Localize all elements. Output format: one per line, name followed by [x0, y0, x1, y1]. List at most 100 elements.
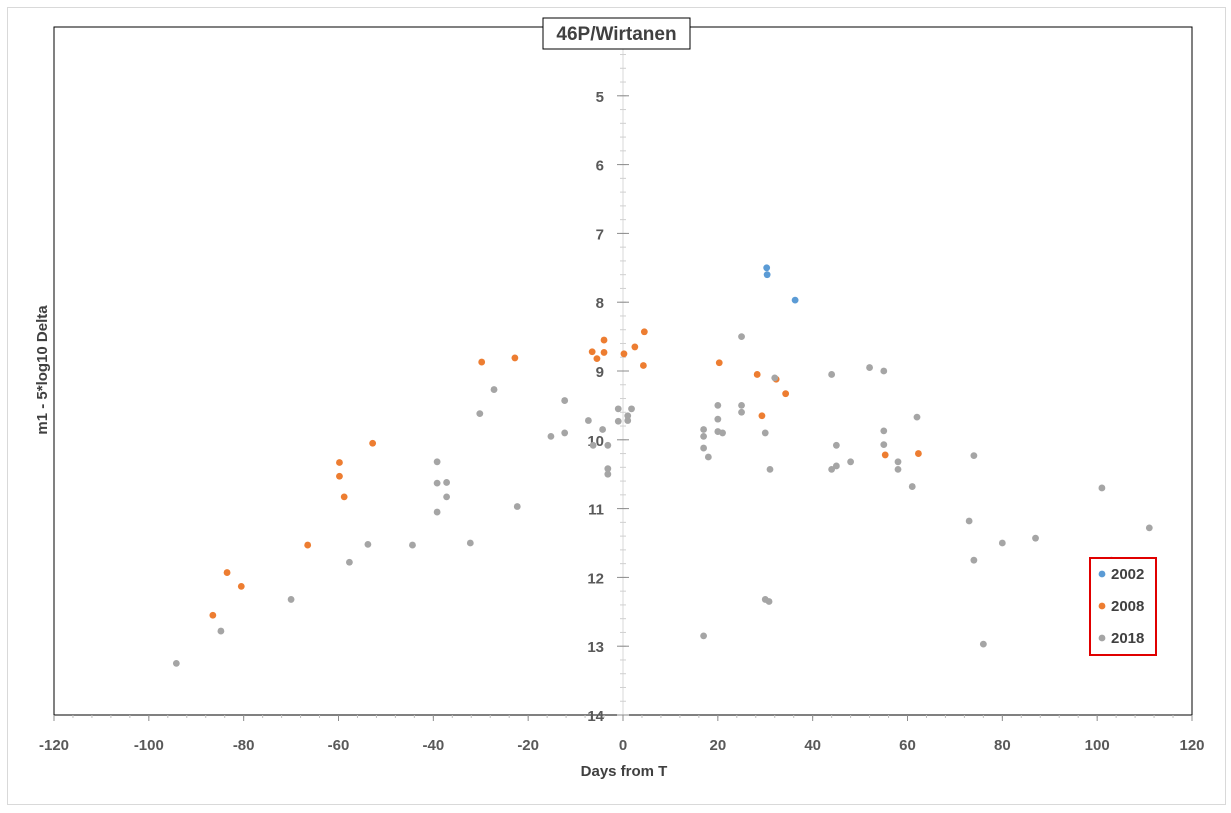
data-point-2008 [639, 362, 647, 369]
data-point-2018 [604, 465, 612, 473]
data-point-2008 [600, 336, 608, 344]
data-point-2008 [588, 348, 596, 356]
x-tick-label: -40 [422, 737, 444, 754]
data-point-2018 [443, 493, 451, 501]
data-point-2008 [753, 371, 761, 378]
data-point-2018 [761, 429, 769, 437]
data-point-2018 [832, 462, 840, 470]
data-point-2018 [443, 479, 451, 486]
data-point-2018 [738, 333, 745, 340]
data-point-2018 [828, 371, 836, 378]
data-point-2018 [217, 627, 225, 635]
data-point-2002 [763, 264, 771, 272]
y-tick-label: 5 [596, 89, 604, 106]
data-point-2018 [765, 598, 773, 605]
data-point-2018 [624, 412, 632, 420]
data-point-2008 [369, 439, 377, 447]
data-point-2018 [433, 508, 441, 516]
data-point-2018 [738, 408, 745, 416]
x-tick-label: 20 [709, 737, 726, 754]
legend-marker-2002 [1098, 570, 1106, 578]
data-point-2002 [763, 271, 771, 279]
data-point-2002 [791, 296, 799, 304]
legend-label-2018: 2018 [1111, 630, 1144, 647]
data-point-2018 [433, 479, 441, 487]
y-tick-label: 11 [588, 502, 604, 519]
x-tick-label: -100 [134, 737, 164, 754]
x-tick-labels: -120 -100 -80 -60 -40 -20 0 20 40 60 80 100 120 [39, 737, 1205, 754]
data-point-2018 [738, 402, 745, 409]
data-point-2018 [1145, 524, 1153, 532]
data-point-2018 [880, 367, 888, 375]
data-point-2018 [172, 660, 180, 667]
data-point-2018 [894, 465, 902, 473]
data-point-2018 [561, 429, 569, 437]
data-point-2018 [287, 596, 295, 603]
y-tick-label: 6 [596, 158, 604, 175]
data-point-2018 [409, 541, 416, 549]
data-point-2008 [915, 450, 922, 457]
data-point-2008 [881, 451, 889, 459]
data-point-2018 [513, 503, 521, 510]
data-point-2008 [336, 459, 343, 466]
data-point-2008 [340, 493, 348, 501]
data-point-2018 [614, 405, 622, 413]
data-point-2018 [466, 539, 474, 547]
data-point-2018 [970, 556, 978, 564]
axis-ticks [53, 26, 1193, 721]
data-point-2018 [476, 410, 484, 418]
legend: 2002 2008 2018 [1089, 557, 1157, 656]
data-point-2018 [547, 432, 555, 440]
x-tick-label: 100 [1085, 737, 1110, 754]
y-tick-label: 13 [587, 639, 604, 656]
data-point-2018 [998, 539, 1006, 547]
x-tick-label: 0 [619, 737, 627, 754]
x-tick-label: -60 [328, 737, 350, 754]
data-point-2018 [714, 402, 722, 409]
x-tick-label: -120 [39, 737, 69, 754]
x-axis-title: Days from T [581, 763, 668, 780]
data-point-2018 [433, 458, 441, 466]
data-point-2008 [511, 354, 519, 362]
series-2018 [172, 333, 1153, 667]
x-tick-label: 120 [1179, 737, 1204, 754]
chart-title-box: 46P/Wirtanen [542, 17, 691, 50]
data-point-2018 [490, 386, 498, 393]
data-point-2018 [704, 453, 712, 461]
y-tick-label: 7 [596, 226, 604, 243]
data-point-2008 [223, 569, 231, 576]
x-tick-label: -80 [233, 737, 255, 754]
data-point-2008 [600, 349, 608, 356]
data-point-2018 [866, 364, 873, 371]
data-point-2018 [584, 417, 592, 424]
data-point-2008 [336, 472, 343, 480]
data-point-2018 [965, 517, 973, 525]
data-point-2018 [766, 465, 774, 473]
series-2008 [209, 328, 922, 619]
data-point-2018 [700, 632, 708, 640]
data-point-2008 [304, 541, 312, 549]
data-point-2018 [589, 441, 597, 449]
y-tick-label: 14 [587, 708, 604, 725]
data-point-2018 [979, 640, 987, 648]
data-point-2018 [604, 441, 612, 449]
data-points [172, 264, 1153, 667]
data-point-2008 [782, 390, 790, 398]
chart-title-frame [542, 17, 691, 50]
data-point-2018 [700, 444, 708, 452]
data-point-2008 [715, 359, 723, 367]
data-point-2018 [700, 432, 708, 440]
legend-marker-2008 [1098, 602, 1106, 610]
legend-label-2002: 2002 [1111, 566, 1144, 583]
data-point-2018 [1032, 534, 1039, 542]
data-point-2018 [908, 483, 916, 490]
x-tick-label: -20 [517, 737, 539, 754]
data-point-2008 [593, 355, 601, 363]
legend-label-2008: 2008 [1111, 598, 1144, 615]
data-point-2018 [714, 415, 722, 423]
data-point-2018 [913, 413, 921, 421]
legend-marker-2018 [1098, 634, 1106, 642]
data-point-2008 [237, 582, 245, 590]
